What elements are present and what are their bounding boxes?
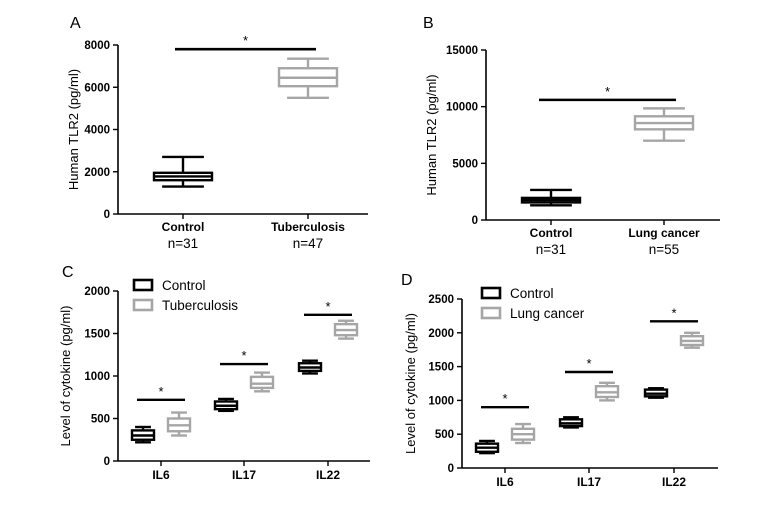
box-il6-lung-cancer: [510, 422, 536, 445]
y-tick-label: 15000: [446, 45, 478, 57]
x-tick-label: Lung cancer: [628, 226, 700, 240]
legend-label: Control: [162, 278, 206, 293]
panel-a: 0 2000 4000 6000 8000 Human TLR2 (pg/ml) A Cont…: [66, 15, 368, 251]
y-tick-label: 10000: [446, 102, 478, 114]
box-control: [152, 155, 214, 188]
n-label: n=55: [649, 242, 679, 257]
panel-letter: D: [401, 272, 413, 289]
box-il22-lung-cancer: [679, 331, 705, 349]
legend: Control Lung cancer: [480, 286, 585, 321]
y-tick-label: 2500: [428, 294, 454, 306]
legend-swatch: [480, 306, 502, 320]
x-tick-label: IL22: [662, 475, 686, 489]
y-axis-title: Human TLR2 (pg/ml): [66, 69, 81, 190]
y-tick-label: 8000: [84, 40, 110, 52]
box-il6-tuberculosis: [166, 411, 192, 437]
y-tick-label: 2000: [84, 286, 110, 298]
significance-star: *: [243, 33, 248, 48]
legend-swatch: [132, 278, 154, 292]
box-control: [520, 188, 582, 207]
n-label: n=47: [293, 236, 323, 251]
box-il22-control: [297, 359, 323, 375]
x-tick-label: IL17: [232, 468, 256, 482]
y-tick-label: 1500: [84, 329, 110, 341]
x-tick-label: IL6: [152, 468, 170, 482]
y-tick-label: 6000: [84, 82, 110, 94]
y-axis-title: Human TLR2 (pg/ml): [424, 74, 439, 195]
n-label: n=31: [536, 242, 566, 257]
significance-star: *: [605, 84, 610, 99]
legend-label: Tuberculosis: [162, 298, 238, 313]
box-iqr: [249, 375, 275, 390]
y-axis-title: Level of cytokine (pg/ml): [58, 306, 73, 447]
panel-c: 0 500 1000 1500 2000 Level of cytokine (pg/ml…: [58, 264, 370, 482]
y-tick-label: 4000: [84, 125, 110, 137]
y-tick-label: 2000: [84, 167, 110, 179]
panel-b: 0 5000 10000 15000 Human TLR2 (pg/ml) B Contro…: [423, 15, 720, 257]
x-tick-label: Control: [530, 226, 573, 240]
y-tick-label: 0: [448, 463, 454, 475]
panel-letter: B: [423, 15, 434, 32]
legend-label: Lung cancer: [510, 306, 585, 321]
x-tick-label: IL17: [577, 475, 601, 489]
legend: Control Tuberculosis: [132, 278, 238, 313]
significance-star: *: [325, 299, 330, 314]
significance-star: *: [502, 391, 507, 406]
y-tick-label: 2000: [428, 328, 454, 340]
box-il22-tuberculosis: [333, 319, 359, 340]
y-tick-label: 500: [91, 414, 110, 426]
y-tick-label: 0: [472, 215, 478, 227]
y-tick-label: 5000: [452, 158, 478, 170]
y-tick-label: 0: [104, 209, 110, 221]
significance-star: *: [671, 305, 676, 320]
legend-swatch: [480, 286, 502, 300]
x-tick-label: IL22: [316, 468, 340, 482]
x-tick-label: IL6: [496, 475, 514, 489]
y-tick-label: 1000: [84, 371, 110, 383]
x-tick-label: Control: [162, 220, 205, 234]
n-label: n=31: [168, 236, 198, 251]
y-axis-title: Level of cytokine (pg/ml): [403, 313, 418, 454]
significance-star: *: [241, 348, 246, 363]
x-tick-label: Tuberculosis: [271, 220, 345, 234]
legend-label: Control: [510, 286, 554, 301]
y-tick-label: 500: [435, 429, 454, 441]
y-tick-label: 1500: [428, 362, 454, 374]
box-il22-control: [643, 387, 669, 399]
panel-d: 0 500 1000 1500 2000 2500 Level of cytokine (p…: [401, 272, 718, 489]
box-il17-control: [558, 416, 584, 429]
panel-letter: C: [62, 264, 74, 281]
box-tuberculosis: [277, 57, 339, 100]
panel-letter: A: [70, 15, 81, 32]
significance-star: *: [158, 384, 163, 399]
box-lung-cancer: [633, 107, 695, 142]
box-il6-control: [130, 425, 156, 444]
legend-swatch: [132, 298, 154, 312]
box-il17-lung-cancer: [594, 381, 620, 402]
box-il17-control: [213, 397, 239, 413]
significance-star: *: [586, 356, 591, 371]
box-il6-control: [474, 439, 500, 455]
y-tick-label: 1000: [428, 395, 454, 407]
box-il17-tuberculosis: [249, 371, 275, 393]
y-tick-label: 0: [104, 456, 110, 468]
